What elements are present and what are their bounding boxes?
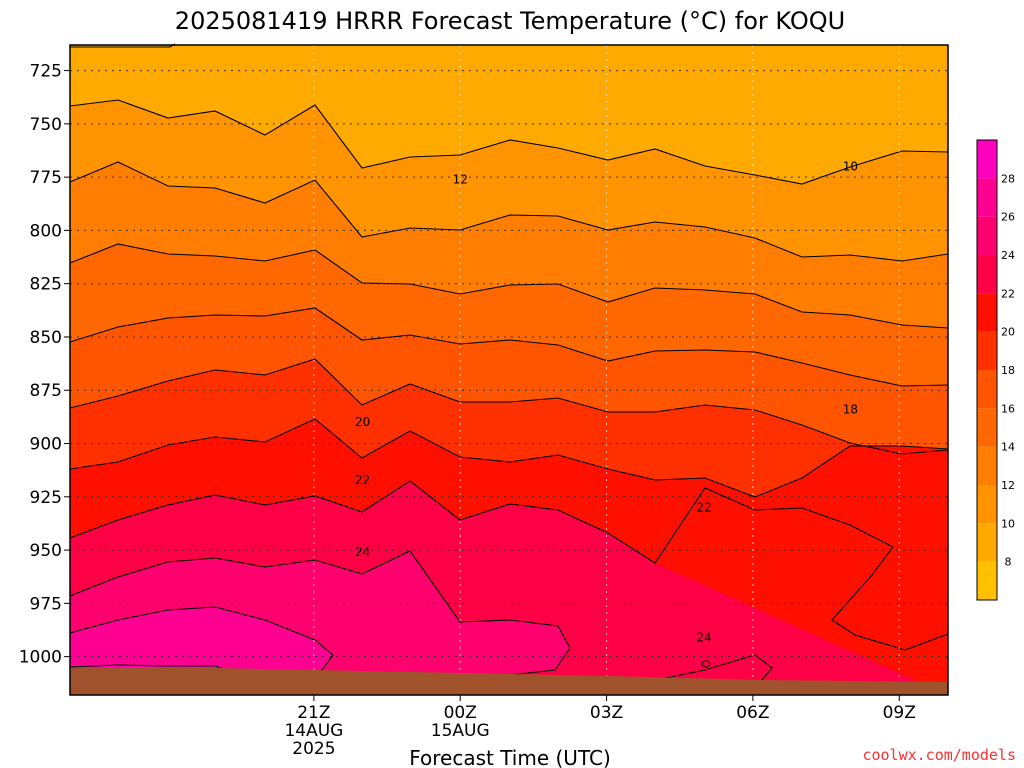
colorbar-label: 20 — [1001, 326, 1015, 339]
colorbar-label: 18 — [1001, 364, 1015, 377]
colorbar-segment — [977, 561, 997, 600]
y-tick-label: 775 — [30, 168, 62, 188]
x-tick-label: 14AUG — [284, 721, 343, 741]
colorbar-segment — [977, 293, 997, 332]
colorbar-segment — [977, 446, 997, 485]
colorbar-label: 12 — [1001, 479, 1015, 492]
contour-line-10 — [69, 99, 949, 185]
contour-label-24: 24 — [696, 630, 711, 644]
plot-area: 10 12 18 20 22 22 24 24 — [69, 43, 949, 696]
contour-line-22 — [69, 480, 949, 651]
x-axis: 21Z14AUG202500Z15AUG03Z06Z09Z12Z — [284, 695, 916, 759]
contour-line-12 — [69, 161, 949, 262]
contour-labels: 10 12 18 20 22 22 24 24 — [355, 159, 858, 644]
colorbar-segment — [977, 485, 997, 524]
y-tick-label: 850 — [30, 328, 62, 348]
colorbar-segment — [977, 255, 997, 294]
y-tick-label: 800 — [30, 221, 62, 241]
colorbar-segment — [977, 408, 997, 447]
contour-label-24: 24 — [355, 545, 370, 559]
contour-label-20: 20 — [355, 415, 370, 429]
contour-line-24 — [69, 550, 571, 676]
colorbar-segment — [977, 178, 997, 217]
contour-ring — [701, 660, 711, 668]
y-tick-label: 900 — [30, 435, 62, 455]
chart-title: 2025081419 HRRR Forecast Temperature (°C… — [175, 7, 845, 35]
band-20-22-pocket — [705, 446, 948, 650]
x-axis-label: Forecast Time (UTC) — [409, 746, 611, 768]
y-tick-label: 875 — [30, 381, 62, 401]
x-tick-label: 09Z — [883, 703, 916, 723]
colorbar-label: 16 — [1001, 402, 1015, 415]
colorbar-label: 24 — [1001, 249, 1015, 262]
contour-label-18: 18 — [843, 402, 858, 416]
y-tick-label: 750 — [30, 115, 62, 135]
credit-link[interactable]: coolwx.com/models — [862, 746, 1016, 764]
y-tick-label: 925 — [30, 488, 62, 508]
band-8-10 — [70, 45, 948, 184]
x-tick-label: 2025 — [292, 739, 335, 759]
contour-line-14 — [69, 243, 949, 329]
contour-label-22: 22 — [355, 473, 370, 487]
plot-frame — [69, 44, 949, 696]
contour-label-12: 12 — [453, 172, 468, 186]
contour-line-16 — [69, 307, 949, 387]
temperature-bands — [70, 44, 948, 695]
x-tick-label: 03Z — [590, 703, 623, 723]
y-tick-label: 1000 — [19, 648, 62, 668]
colorbar-segment — [977, 370, 997, 409]
colorbar-label: 14 — [1001, 441, 1015, 454]
colorbar-label: 8 — [1005, 556, 1012, 569]
x-tick-label: 21Z — [297, 703, 330, 723]
contour-line-20 — [69, 418, 949, 498]
contour-label-10: 10 — [843, 159, 858, 173]
colorbar-label: 22 — [1001, 287, 1015, 300]
colorbar-label: 10 — [1001, 517, 1015, 530]
colorbar-segment — [977, 140, 997, 179]
colorbar-segment — [977, 523, 997, 562]
y-tick-label: 950 — [30, 541, 62, 561]
colorbar: 8 10 12 14 16 18 20 22 24 26 28 — [976, 139, 1015, 601]
y-tick-label: 825 — [30, 275, 62, 295]
colorbar-segment — [977, 216, 997, 255]
x-tick-label: 15AUG — [431, 721, 490, 741]
colorbar-label: 28 — [1001, 172, 1015, 185]
contour-line-26 — [69, 606, 334, 674]
y-axis: 725 750 775 800 825 850 875 900 925 950 975 1000 — [19, 62, 70, 668]
y-tick-label: 975 — [30, 594, 62, 614]
contour-line-18 — [69, 358, 949, 455]
colorbar-segment — [977, 331, 997, 370]
colorbar-label: 26 — [1001, 211, 1015, 224]
contour-label-22: 22 — [696, 500, 711, 514]
x-tick-label: 06Z — [736, 703, 769, 723]
x-tick-label: 00Z — [444, 703, 477, 723]
colorbar-frame — [976, 139, 998, 601]
ground-terrain — [70, 667, 948, 695]
y-tick-label: 725 — [30, 62, 62, 82]
